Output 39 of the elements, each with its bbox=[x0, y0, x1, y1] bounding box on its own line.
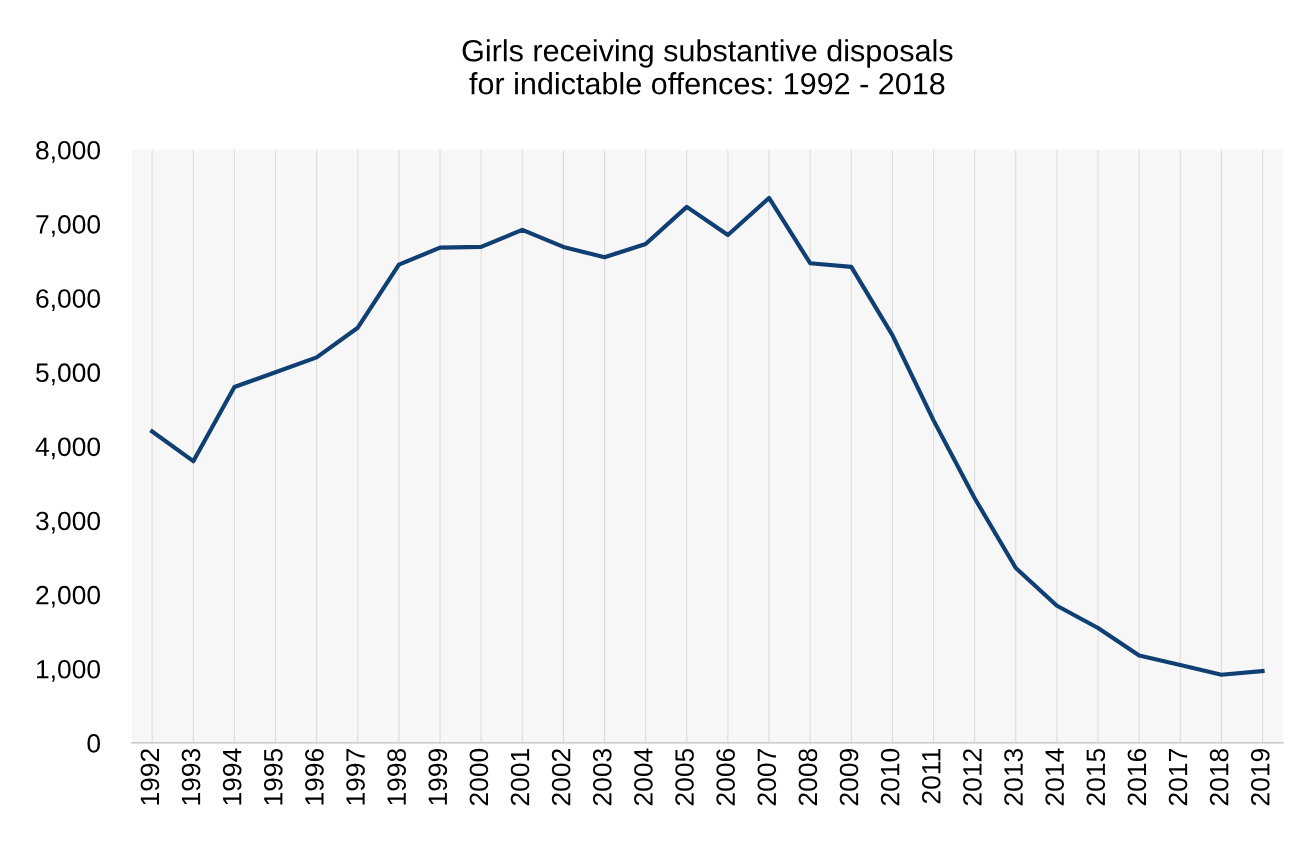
x-tick-label: 2006 bbox=[716, 748, 735, 806]
y-tick-label: 1,000 bbox=[37, 659, 101, 682]
y-tick-label: 5,000 bbox=[36, 363, 101, 386]
y-tick-label: 4,000 bbox=[35, 437, 101, 460]
x-tick-label: 2003 bbox=[592, 748, 612, 806]
x-tick-label: 2013 bbox=[1004, 748, 1023, 806]
x-tick-label: 2016 bbox=[1127, 748, 1147, 806]
x-tick-label: 1995 bbox=[263, 748, 283, 805]
y-tick-label: 0 bbox=[87, 734, 101, 753]
x-tick-label: 2001 bbox=[510, 749, 530, 806]
x-tick-label: 2002 bbox=[551, 749, 571, 806]
x-tick-label: 1999 bbox=[428, 749, 448, 805]
x-tick-label: 2015 bbox=[1086, 748, 1106, 806]
x-tick-label: 2017 bbox=[1168, 749, 1188, 806]
x-tick-label: 1994 bbox=[222, 748, 242, 805]
x-tick-label: 1998 bbox=[387, 748, 406, 805]
x-tick-label: 2004 bbox=[634, 748, 653, 806]
x-tick-label: 2018 bbox=[1209, 748, 1229, 806]
y-tick-label: 2,000 bbox=[36, 585, 101, 608]
x-tick-label: 2012 bbox=[963, 749, 982, 806]
x-tick-label: 2019 bbox=[1250, 749, 1270, 806]
x-tick-label: 2000 bbox=[469, 748, 489, 806]
x-tick-label: 2010 bbox=[880, 748, 900, 806]
x-tick-label: 1992 bbox=[140, 749, 160, 805]
y-tick-label: 3,000 bbox=[36, 511, 101, 534]
x-tick-label: 2005 bbox=[675, 748, 694, 806]
chart-title: Girls receiving substantive disposals for indictable offences: 1992 - 2018 bbox=[462, 39, 953, 95]
x-tick-label: 2009 bbox=[839, 749, 859, 806]
x-tick-label: 2007 bbox=[757, 749, 777, 806]
y-tick-label: 8,000 bbox=[36, 140, 101, 163]
x-tick-label: 2014 bbox=[1045, 748, 1064, 806]
x-tick-label: 1997 bbox=[346, 749, 365, 805]
y-tick-label: 6,000 bbox=[36, 289, 101, 311]
y-tick-label: 7,000 bbox=[36, 215, 101, 237]
line-series bbox=[150, 195, 1265, 677]
x-tick-label: 1996 bbox=[305, 748, 324, 805]
x-tick-label: 2011 bbox=[921, 749, 941, 804]
x-tick-label: 1993 bbox=[181, 748, 201, 805]
x-tick-label: 2008 bbox=[798, 748, 818, 806]
